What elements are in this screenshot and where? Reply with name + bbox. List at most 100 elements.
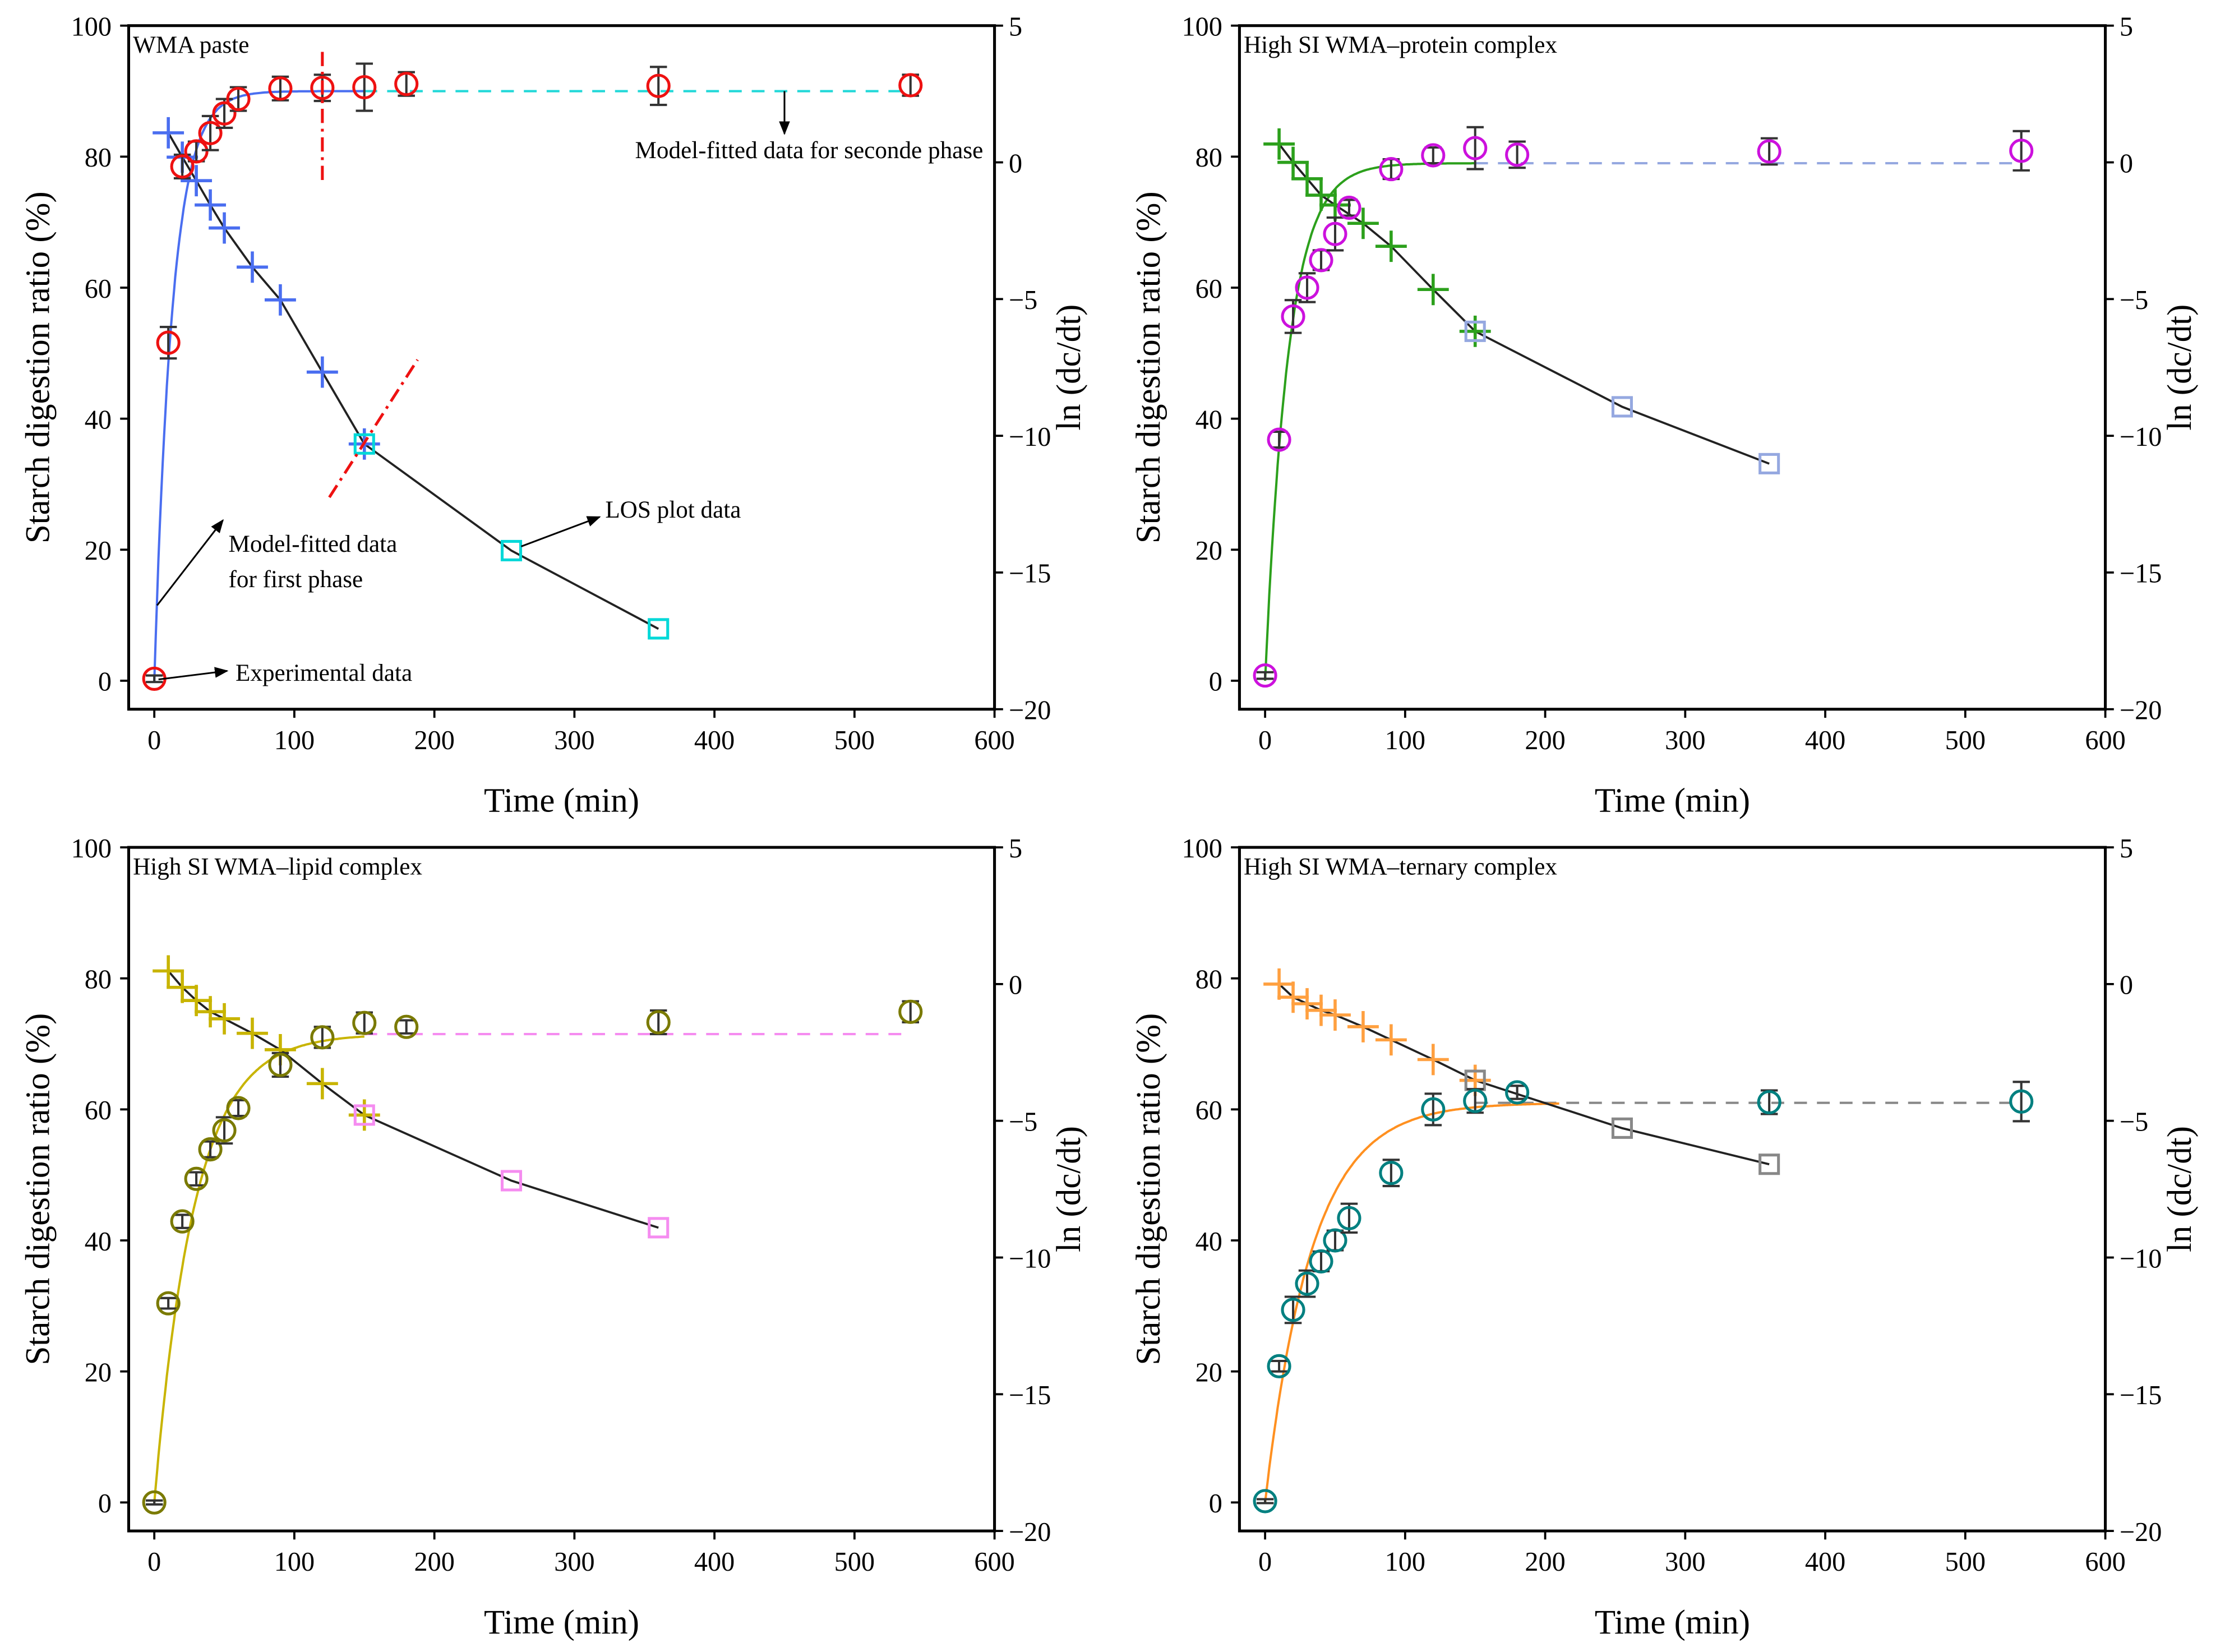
x-tick-label: 400: [694, 1547, 735, 1577]
error-bar: [1340, 199, 1358, 217]
experimental-marker: [198, 121, 223, 145]
experimental-marker: [1421, 1097, 1446, 1122]
experimental-marker: [1505, 1080, 1530, 1105]
y2-tick-label: −15: [1009, 559, 1051, 589]
los-square-marker: [500, 539, 523, 561]
experimental-marker: [1421, 143, 1446, 168]
los-square-marker: [1758, 453, 1780, 474]
los-cross-marker: [209, 1003, 240, 1035]
los-cross-marker: [1375, 230, 1407, 262]
experimental-marker: [1505, 142, 1530, 167]
x-tick-label: 400: [694, 726, 735, 755]
experimental-marker: [212, 1118, 237, 1143]
y2-tick-label: −10: [1009, 422, 1051, 452]
y-axis-title: Starch digestion ratio (%): [1130, 1013, 1167, 1365]
x-tick-label: 300: [554, 726, 594, 755]
y2-axis-title: ln (dc/dt): [2161, 1126, 2199, 1252]
x-tick-label: 500: [834, 726, 875, 755]
y-axis-title: Starch digestion ratio (%): [19, 191, 57, 543]
first-phase-fit-curve: [1264, 162, 1475, 681]
experimental-marker: [310, 1025, 335, 1050]
x-tick-label: 500: [1945, 726, 1986, 755]
los-cross-marker: [348, 1099, 380, 1131]
experimental-marker: [1295, 275, 1319, 300]
experimental-marker: [394, 1014, 419, 1039]
experimental-marker: [2009, 1089, 2034, 1114]
y-tick-label: 60: [1196, 1096, 1222, 1125]
y2-tick-label: 0: [2120, 971, 2133, 1000]
plot-frame: [127, 846, 996, 1533]
los-cross-marker: [1277, 981, 1309, 1013]
x-tick-label: 0: [1258, 1547, 1272, 1577]
x-tick-label: 200: [1525, 726, 1565, 755]
y2-tick-label: 5: [1009, 12, 1022, 41]
error-bar: [1270, 430, 1288, 449]
experimental-marker: [2009, 139, 2034, 163]
experimental-marker: [184, 1166, 209, 1191]
los-square-marker: [353, 433, 375, 455]
los-cross-marker: [1263, 968, 1295, 1000]
y2-tick-label: −5: [2120, 285, 2148, 315]
los-cross-marker: [1263, 128, 1295, 160]
first-phase-fit-curve: [1264, 1102, 1559, 1503]
y-tick-label: 80: [1196, 143, 1222, 173]
experimental-marker: [898, 73, 923, 98]
plot-frame: [127, 24, 996, 711]
y2-tick-label: 5: [2120, 12, 2133, 41]
error-bar: [1270, 1359, 1288, 1373]
y2-tick-label: −20: [2120, 1517, 2162, 1547]
x-tick-label: 200: [1525, 1547, 1565, 1577]
los-cross-marker: [195, 189, 227, 221]
x-tick-label: 600: [2085, 1547, 2125, 1577]
y-tick-label: 60: [85, 274, 112, 304]
x-tick-label: 200: [414, 1547, 454, 1577]
experimental-marker: [1463, 1088, 1488, 1113]
los-cross-marker: [1347, 1011, 1379, 1042]
y2-tick-label: −15: [2120, 1381, 2162, 1410]
y2-axis-title: ln (dc/dt): [2161, 304, 2199, 431]
arrow-experimental: [158, 667, 229, 681]
y-tick-label: 100: [71, 834, 112, 864]
los-square-marker: [648, 1217, 670, 1239]
y2-tick-label: −20: [1009, 696, 1051, 726]
x-axis-title: Time (min): [484, 782, 639, 820]
experimental-marker: [1267, 1354, 1291, 1378]
los-cross-marker: [237, 1017, 268, 1049]
error-bar: [1256, 671, 1274, 680]
error-bar: [159, 1296, 177, 1310]
y-tick-label: 20: [85, 1358, 112, 1387]
los-cross-marker: [1305, 994, 1337, 1026]
experimental-marker: [1323, 1228, 1347, 1253]
los-cross-marker: [1291, 988, 1323, 1019]
arrow-los: [520, 516, 601, 547]
panel-title: WMA paste: [133, 32, 249, 58]
error-bar: [1424, 146, 1442, 165]
experimental-marker: [170, 1209, 195, 1234]
los-cross-marker: [181, 165, 213, 197]
error-bar: [2013, 130, 2030, 172]
experimental-marker: [898, 999, 923, 1024]
los-cross-marker: [209, 212, 240, 244]
error-bar: [1312, 1250, 1330, 1272]
los-cross-marker: [1375, 1024, 1407, 1056]
los-fit-line-second: [363, 443, 659, 630]
y-tick-label: 100: [1182, 12, 1222, 41]
error-bar: [187, 1171, 205, 1187]
experimental-marker: [268, 76, 293, 101]
chart-panel-2: 0 100 200 300 400 500 600 0 20 40 60 80 100 −20 −15 −10…: [1130, 12, 2199, 819]
los-square-marker: [500, 1170, 523, 1192]
experimental-marker: [1379, 1161, 1404, 1185]
experimental-marker: [1757, 1090, 1781, 1115]
los-square-marker: [1758, 1153, 1780, 1175]
experimental-marker: [170, 154, 195, 179]
error-bar: [1466, 126, 1484, 170]
x-tick-label: 400: [1805, 726, 1845, 755]
experimental-marker: [184, 139, 209, 164]
x-tick-label: 300: [554, 1547, 594, 1577]
x-tick-label: 500: [1945, 1547, 1986, 1577]
error-bar: [1382, 1159, 1400, 1188]
phase-divider-diagonal: [328, 359, 419, 499]
los-cross-marker: [153, 955, 184, 987]
los-cross-marker: [237, 251, 268, 283]
